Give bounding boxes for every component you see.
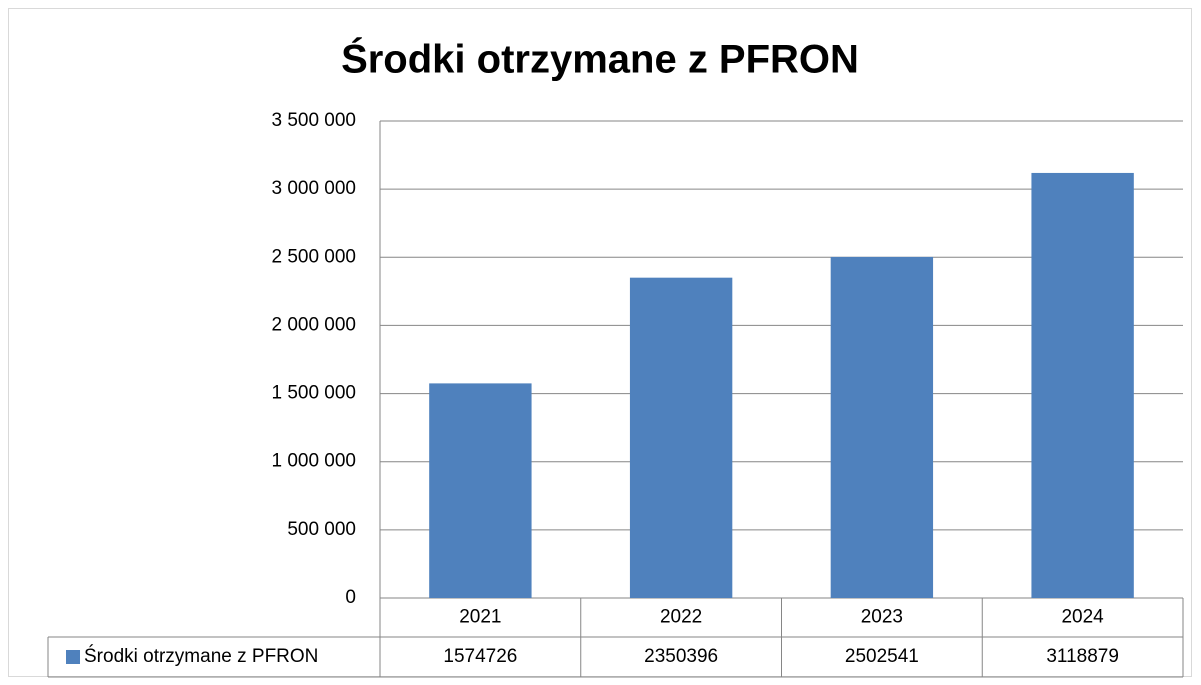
y-tick-label: 3 500 000 (271, 110, 356, 131)
x-tick-label: 2021 (459, 607, 501, 628)
x-tick-label: 2023 (861, 607, 903, 628)
bar (1031, 172, 1134, 598)
bar (429, 383, 532, 598)
y-tick-label: 2 500 000 (271, 246, 356, 267)
data-label: 3118879 (1046, 646, 1119, 667)
data-label: 2350396 (644, 646, 718, 667)
chart-title: Środki otrzymane z PFRON (341, 36, 859, 82)
legend-label: Środki otrzymane z PFRON (84, 645, 318, 667)
data-label: 1574726 (443, 646, 517, 667)
y-tick-label: 0 (345, 587, 356, 608)
y-tick-label: 2 000 000 (271, 314, 356, 335)
bar (629, 277, 733, 598)
y-tick-label: 500 000 (287, 519, 356, 540)
data-label: 2502541 (845, 646, 919, 667)
x-tick-label: 2024 (1061, 607, 1104, 628)
y-tick-label: 1 500 000 (271, 383, 356, 404)
chart-border (8, 8, 1192, 677)
y-tick-label: 1 000 000 (271, 451, 356, 472)
bar (830, 256, 934, 598)
y-tick-label: 3 000 000 (271, 178, 356, 199)
x-tick-label: 2022 (660, 607, 702, 628)
legend-swatch (66, 650, 80, 664)
